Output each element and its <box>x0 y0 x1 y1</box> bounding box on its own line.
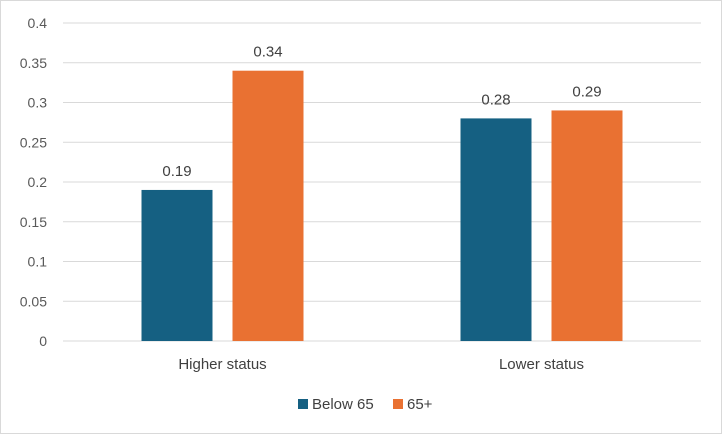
y-tick-label: 0.4 <box>28 15 48 31</box>
y-tick-label: 0.25 <box>20 134 47 150</box>
bar-below-65 <box>141 189 213 341</box>
legend-label: Below 65 <box>312 396 374 413</box>
bar-below-65 <box>460 118 532 342</box>
data-label: 0.29 <box>572 83 601 100</box>
x-category-label: Higher status <box>178 356 266 373</box>
legend-label: 65+ <box>407 396 433 413</box>
y-tick-label: 0.05 <box>20 293 47 309</box>
data-label: 0.19 <box>162 163 191 180</box>
y-tick-label: 0.1 <box>28 254 48 270</box>
legend-swatch <box>393 399 403 409</box>
x-category-label: Lower status <box>499 356 584 373</box>
bar-65- <box>232 70 304 341</box>
y-tick-label: 0.15 <box>20 214 47 230</box>
y-tick-label: 0.3 <box>28 95 48 111</box>
data-label: 0.28 <box>481 91 510 108</box>
bar-65- <box>551 110 623 341</box>
y-tick-label: 0.35 <box>20 55 47 71</box>
y-tick-label: 0.2 <box>28 174 48 190</box>
data-label: 0.34 <box>253 44 282 61</box>
y-tick-label: 0 <box>39 333 47 349</box>
legend-swatch <box>298 399 308 409</box>
